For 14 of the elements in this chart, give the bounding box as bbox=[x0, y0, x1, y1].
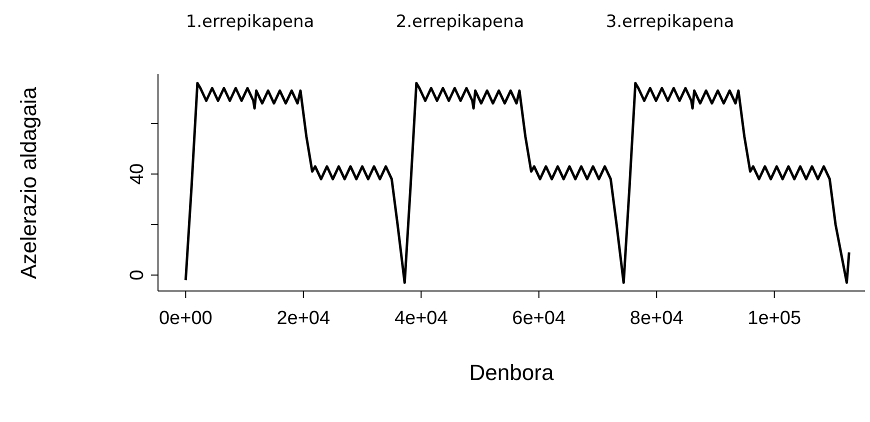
x-axis-title: Denbora bbox=[468, 360, 555, 386]
x-tick-label: 0e+00 bbox=[158, 308, 212, 329]
y-tick-label: 0 bbox=[127, 270, 148, 280]
y-axis-title: Azelerazio aldagaia bbox=[16, 86, 42, 279]
x-tick-label: 2e+04 bbox=[276, 308, 331, 329]
line-series bbox=[184, 82, 850, 284]
x-tick-label: 6e+04 bbox=[512, 308, 566, 329]
text: 2.errepikapena bbox=[394, 12, 526, 32]
x-tick-label: 8e+04 bbox=[630, 308, 684, 329]
x-tick-label: 4e+04 bbox=[394, 308, 448, 329]
text: 3.errepikapena bbox=[604, 12, 736, 32]
x-tick-label: 1e+05 bbox=[748, 308, 802, 329]
text: 1.errepikapena bbox=[184, 12, 316, 32]
y-tick-label: 40 bbox=[127, 163, 148, 185]
